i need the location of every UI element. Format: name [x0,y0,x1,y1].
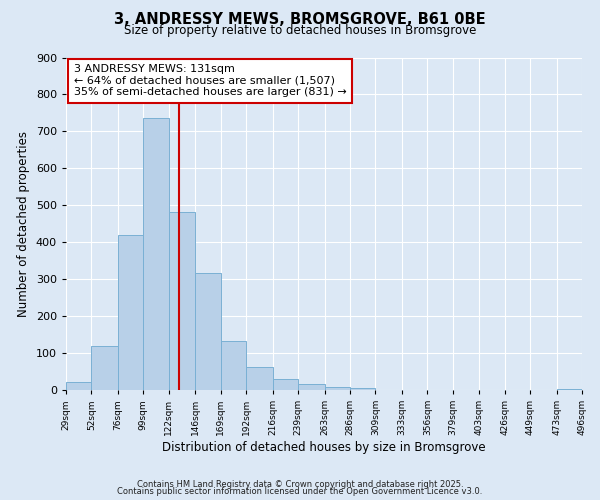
Bar [91,346,118,390]
Bar [557,389,582,390]
Bar [272,379,298,390]
Bar [325,387,350,390]
Bar [66,382,91,390]
Y-axis label: Number of detached properties: Number of detached properties [17,130,30,317]
Bar [118,235,143,390]
Bar [221,341,246,390]
Bar [195,272,221,390]
Text: Contains public sector information licensed under the Open Government Licence v3: Contains public sector information licen… [118,487,482,496]
Bar [350,388,376,390]
Bar [143,118,169,390]
Text: 3, ANDRESSY MEWS, BROMSGROVE, B61 0BE: 3, ANDRESSY MEWS, BROMSGROVE, B61 0BE [114,12,486,28]
Text: 3 ANDRESSY MEWS: 131sqm
← 64% of detached houses are smaller (1,507)
35% of semi: 3 ANDRESSY MEWS: 131sqm ← 64% of detache… [74,64,346,98]
X-axis label: Distribution of detached houses by size in Bromsgrove: Distribution of detached houses by size … [162,441,486,454]
Bar [246,366,272,390]
Text: Size of property relative to detached houses in Bromsgrove: Size of property relative to detached ho… [124,24,476,37]
Text: Contains HM Land Registry data © Crown copyright and database right 2025.: Contains HM Land Registry data © Crown c… [137,480,463,489]
Bar [169,212,195,390]
Bar [298,384,325,390]
